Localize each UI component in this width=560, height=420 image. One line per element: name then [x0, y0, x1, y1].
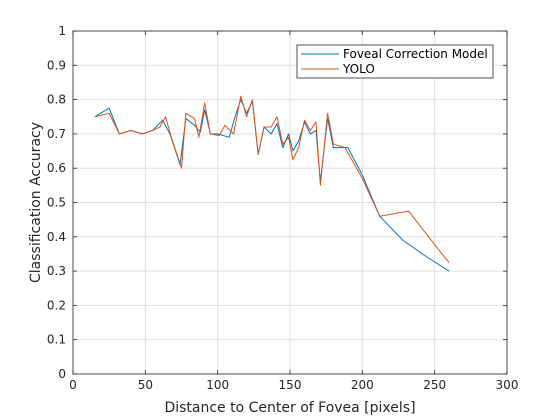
y-tick-label: 0.3 — [47, 264, 66, 278]
x-tick-label: 250 — [423, 378, 446, 392]
x-tick-label: 300 — [496, 378, 519, 392]
y-tick-label: 0.6 — [47, 161, 66, 175]
series-layer — [94, 95, 450, 272]
y-tick-label: 0.2 — [47, 298, 66, 312]
y-tick-label: 0.9 — [47, 58, 66, 72]
axis-ticks — [72, 30, 508, 375]
legend: Foveal Correction Model YOLO — [296, 44, 494, 79]
legend-label-foveal-correction-model: Foveal Correction Model — [343, 47, 488, 61]
y-tick-label: 1 — [58, 24, 66, 38]
x-tick-label: 200 — [351, 378, 374, 392]
y-tick-label: 0.5 — [47, 196, 66, 210]
legend-box — [296, 44, 494, 79]
y-tick-label: 0.1 — [47, 333, 66, 347]
series-line-yolo — [94, 95, 450, 263]
y-tick-label: 0 — [58, 367, 66, 381]
tick-labels: 0 50 100 150 200 250 300 0 0.1 0.2 0.3 0.4 0.5 0.6 0.7… — [47, 24, 519, 392]
y-tick-label: 0.4 — [47, 230, 66, 244]
x-tick-label: 50 — [138, 378, 153, 392]
x-axis-label: Distance to Center of Fovea [pixels] — [164, 400, 415, 416]
x-tick-label: 150 — [279, 378, 302, 392]
y-tick-label: 0.7 — [47, 127, 66, 141]
x-tick-label: 0 — [69, 378, 77, 392]
y-axis-label: Classification Accuracy — [28, 122, 44, 283]
legend-label-yolo: YOLO — [342, 62, 375, 76]
x-tick-label: 100 — [206, 378, 229, 392]
y-tick-label: 0.8 — [47, 93, 66, 107]
